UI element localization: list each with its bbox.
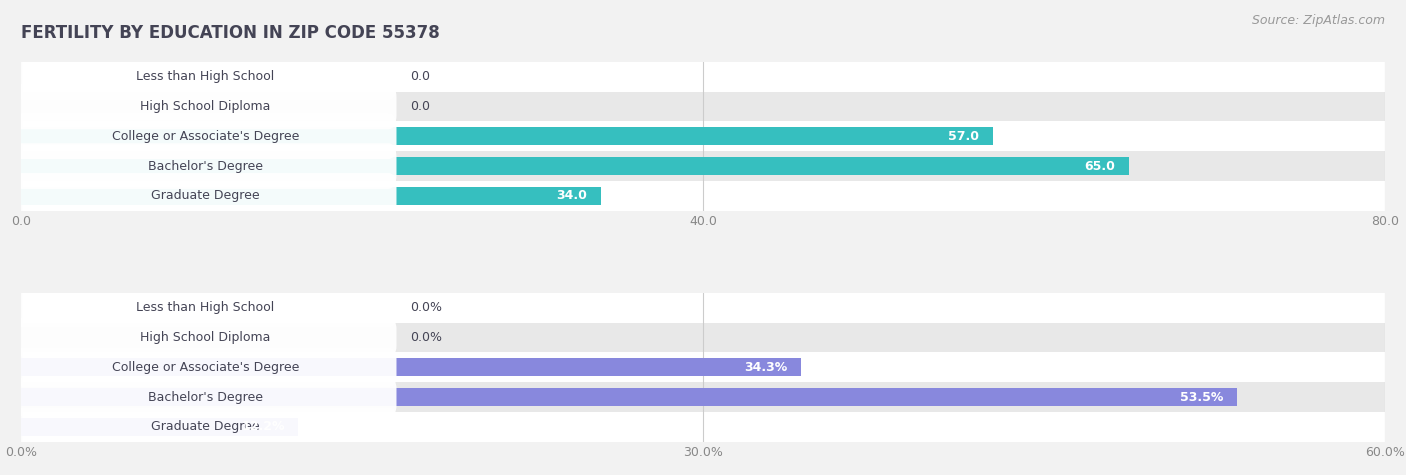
Text: College or Associate's Degree: College or Associate's Degree: [111, 130, 299, 143]
Bar: [21, 412, 1385, 442]
Bar: [21, 127, 993, 145]
Text: College or Associate's Degree: College or Associate's Degree: [111, 361, 299, 374]
Text: Graduate Degree: Graduate Degree: [150, 190, 260, 202]
Text: Bachelor's Degree: Bachelor's Degree: [148, 160, 263, 172]
Text: Less than High School: Less than High School: [136, 70, 274, 83]
Text: Source: ZipAtlas.com: Source: ZipAtlas.com: [1251, 14, 1385, 27]
Bar: [21, 323, 1385, 352]
Text: High School Diploma: High School Diploma: [141, 331, 270, 344]
Bar: [21, 418, 298, 436]
FancyBboxPatch shape: [14, 54, 396, 99]
FancyBboxPatch shape: [14, 288, 396, 327]
Bar: [21, 187, 600, 205]
FancyBboxPatch shape: [14, 318, 396, 357]
Bar: [21, 157, 1129, 175]
Text: 12.2%: 12.2%: [242, 420, 285, 433]
FancyBboxPatch shape: [14, 348, 396, 387]
Text: 34.3%: 34.3%: [744, 361, 787, 374]
Bar: [21, 293, 1385, 323]
FancyBboxPatch shape: [14, 378, 396, 416]
Text: Bachelor's Degree: Bachelor's Degree: [148, 390, 263, 404]
Bar: [21, 181, 1385, 211]
Text: 57.0: 57.0: [948, 130, 979, 143]
Bar: [21, 92, 1385, 121]
Text: 34.0: 34.0: [557, 190, 588, 202]
Text: 0.0: 0.0: [409, 70, 430, 83]
FancyBboxPatch shape: [14, 84, 396, 129]
Bar: [21, 352, 1385, 382]
Bar: [21, 121, 1385, 151]
Text: 65.0: 65.0: [1084, 160, 1115, 172]
Text: FERTILITY BY EDUCATION IN ZIP CODE 55378: FERTILITY BY EDUCATION IN ZIP CODE 55378: [21, 24, 440, 42]
FancyBboxPatch shape: [14, 408, 396, 446]
Text: Graduate Degree: Graduate Degree: [150, 420, 260, 433]
Bar: [21, 62, 1385, 92]
FancyBboxPatch shape: [14, 143, 396, 189]
Text: 0.0%: 0.0%: [409, 301, 441, 314]
Text: 0.0%: 0.0%: [409, 331, 441, 344]
Bar: [21, 388, 1237, 406]
Text: 0.0: 0.0: [409, 100, 430, 113]
Text: 53.5%: 53.5%: [1180, 390, 1223, 404]
Bar: [21, 358, 801, 377]
Text: High School Diploma: High School Diploma: [141, 100, 270, 113]
FancyBboxPatch shape: [14, 173, 396, 219]
Bar: [21, 151, 1385, 181]
FancyBboxPatch shape: [14, 114, 396, 159]
Text: Less than High School: Less than High School: [136, 301, 274, 314]
Bar: [21, 382, 1385, 412]
